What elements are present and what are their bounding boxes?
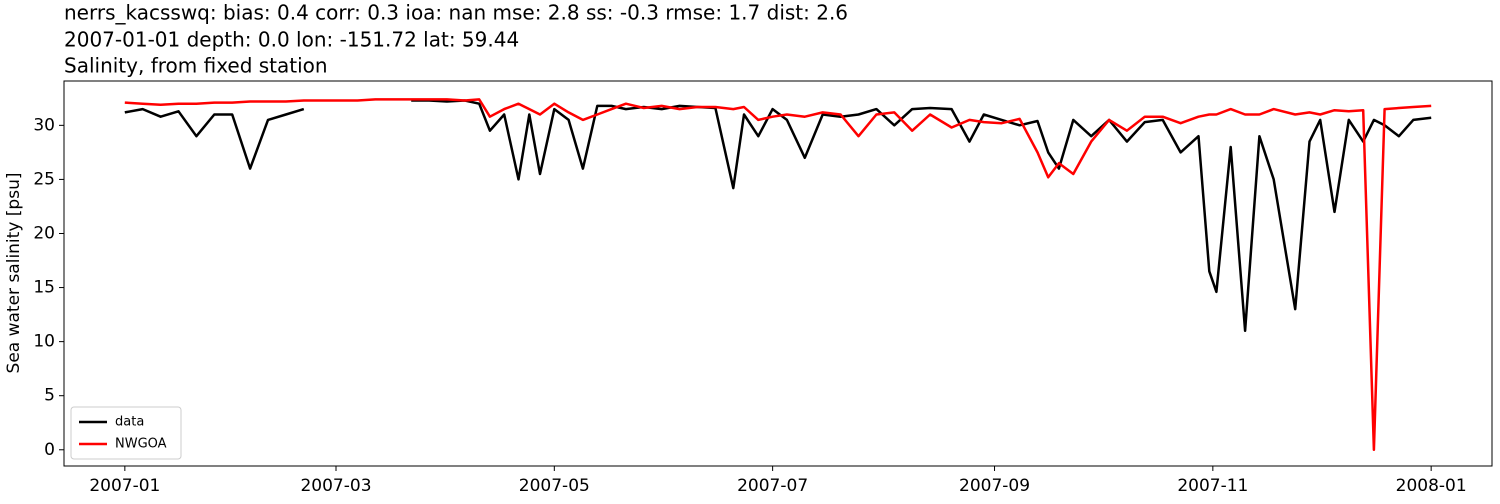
chart-title: nerrs_kacsswq: bias: 0.4 corr: 0.3 ioa: … — [64, 1, 848, 25]
plot-frame — [63, 80, 1493, 467]
legend-label: data — [115, 415, 144, 430]
y-tick-label: 5 — [44, 386, 55, 406]
x-tick-label: 2007-11 — [1177, 476, 1248, 496]
chart-title: 2007-01-01 depth: 0.0 lon: -151.72 lat: … — [64, 28, 519, 52]
y-tick-label: 10 — [33, 332, 55, 352]
x-tick-label: 2007-09 — [959, 476, 1030, 496]
series-line — [124, 98, 1432, 452]
series-line — [124, 99, 1432, 333]
chart-title: Salinity, from fixed station — [64, 54, 328, 78]
x-tick-label: 2008-01 — [1396, 476, 1467, 496]
y-tick-label: 15 — [33, 278, 55, 298]
x-tick-label: 2007-05 — [519, 476, 590, 496]
x-tick-label: 2007-07 — [737, 476, 808, 496]
legend-box — [70, 406, 182, 460]
x-tick-label: 2007-01 — [89, 476, 160, 496]
x-tick-label: 2007-03 — [300, 476, 371, 496]
y-tick-label: 25 — [33, 169, 55, 189]
y-tick-label: 0 — [44, 440, 55, 460]
legend-label: NWGOA — [115, 437, 167, 452]
y-tick-label: 20 — [33, 223, 55, 243]
y-tick-label: 30 — [33, 115, 55, 135]
y-axis-label: Sea water salinity [psu] — [4, 173, 24, 374]
